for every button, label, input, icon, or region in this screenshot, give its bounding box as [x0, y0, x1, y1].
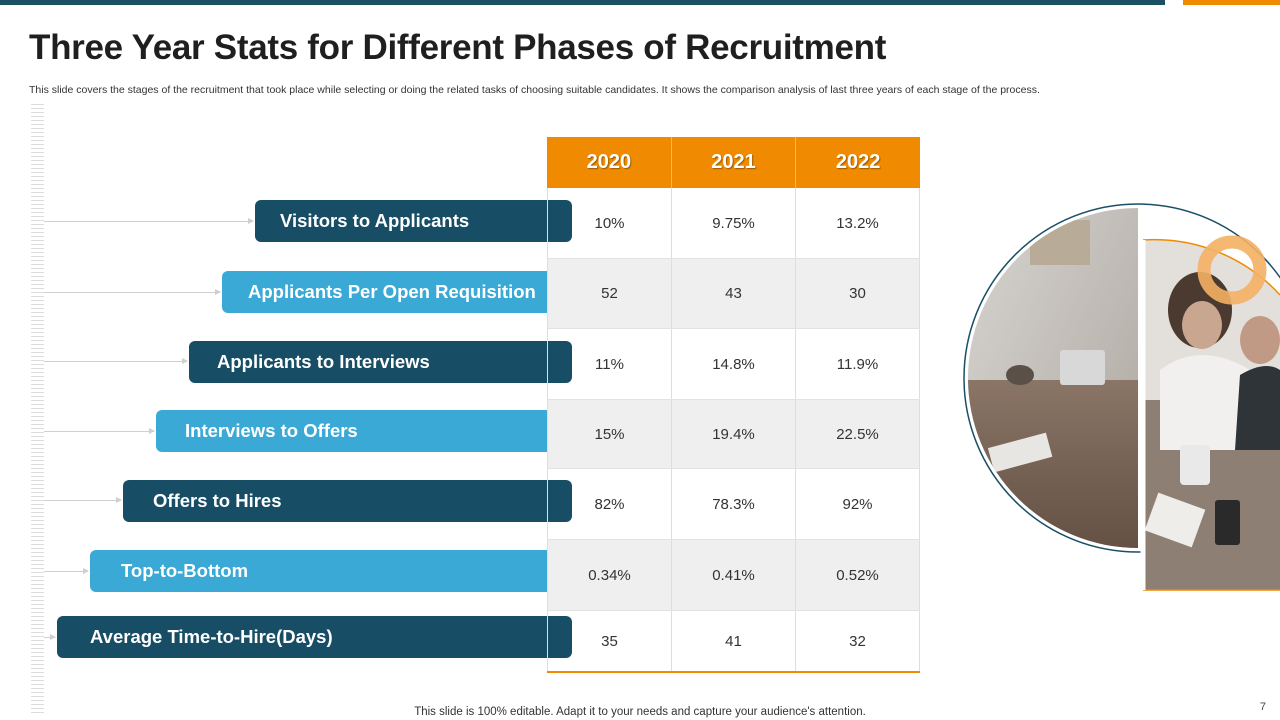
table-row: 11% 14.8% 11.9%: [547, 329, 920, 400]
table-cell: 14.8%: [672, 329, 796, 399]
table-cell: 0.52%: [796, 540, 920, 610]
stage-label-text: Applicants to Interviews: [217, 351, 430, 372]
table-cell: 11.9%: [796, 329, 920, 399]
stage-label-text: Interviews to Offers: [185, 420, 358, 441]
top-accent-bar: [0, 0, 1165, 5]
stage-label-text: Average Time-to-Hire(Days): [90, 626, 333, 647]
page-number: 7: [1259, 701, 1266, 713]
table-row: 35 41 32: [547, 611, 920, 671]
stage-label-applicants-to-interviews: Applicants to Interviews: [189, 341, 572, 383]
table-cell: 0.34%: [547, 540, 672, 610]
connector-line: [44, 497, 122, 503]
table-cell: 82%: [547, 469, 672, 539]
decorative-ruler: [31, 104, 44, 716]
table-row: 82% 78.3% 92%: [547, 469, 920, 540]
stats-table: 2020 2021 2022 10% 9.75% 13.2% 52 43 30 …: [547, 137, 920, 673]
stage-label-visitors-to-applicants: Visitors to Applicants: [255, 200, 572, 242]
meeting-photo: [963, 203, 1280, 591]
connector-line: [44, 428, 155, 434]
table-cell: 41: [672, 611, 796, 671]
table-cell: 43: [672, 259, 796, 328]
table-cell: 9.75%: [672, 188, 796, 258]
connector-line: [44, 568, 89, 574]
stage-label-average-time-to-hire: Average Time-to-Hire(Days): [57, 616, 572, 658]
table-cell: 11%: [547, 329, 672, 399]
top-accent-bar-orange: [1183, 0, 1280, 5]
table-cell: 92%: [796, 469, 920, 539]
stage-label-text: Visitors to Applicants: [280, 210, 470, 231]
table-cell: 0.41%: [672, 540, 796, 610]
stage-label-top-to-bottom: Top-to-Bottom: [90, 550, 572, 592]
table-cell: 10%: [547, 188, 672, 258]
table-cell: 22.5%: [796, 400, 920, 468]
stage-label-text: Offers to Hires: [153, 490, 282, 511]
table-header-row: 2020 2021 2022: [547, 137, 920, 188]
table-row: 15% 19.4% 22.5%: [547, 400, 920, 469]
year-header-2021: 2021: [672, 137, 797, 188]
table-cell: 32: [796, 611, 920, 671]
table-cell: 78.3%: [672, 469, 796, 539]
connector-line: [44, 634, 56, 640]
table-cell: 30: [796, 259, 920, 328]
table-row: 0.34% 0.41% 0.52%: [547, 540, 920, 611]
year-header-2022: 2022: [835, 151, 881, 173]
stage-label-offers-to-hires: Offers to Hires: [123, 480, 572, 522]
year-header-2020: 2020: [547, 137, 672, 188]
table-row: 10% 9.75% 13.2%: [547, 188, 920, 259]
table-row: 52 43 30: [547, 259, 920, 329]
stage-label-text: Top-to-Bottom: [121, 560, 249, 581]
table-cell: 15%: [547, 400, 672, 468]
table-cell: 19.4%: [672, 400, 796, 468]
table-cell: 52: [547, 259, 672, 328]
connector-line: [44, 218, 254, 224]
footer-note: This slide is 100% editable. Adapt it to…: [414, 706, 866, 718]
page-title: Three Year Stats for Different Phases of…: [29, 28, 887, 67]
stage-label-text: Applicants Per Open Requisition: [248, 281, 536, 302]
stage-label-interviews-to-offers: Interviews to Offers: [156, 410, 572, 452]
connector-line: [44, 358, 188, 364]
page-subtitle: This slide covers the stages of the recr…: [29, 84, 1040, 96]
table-cell: 13.2%: [796, 188, 920, 258]
table-cell: 35: [547, 611, 672, 671]
connector-line: [44, 289, 221, 295]
stage-label-applicants-per-open-requisition: Applicants Per Open Requisition: [222, 271, 569, 313]
